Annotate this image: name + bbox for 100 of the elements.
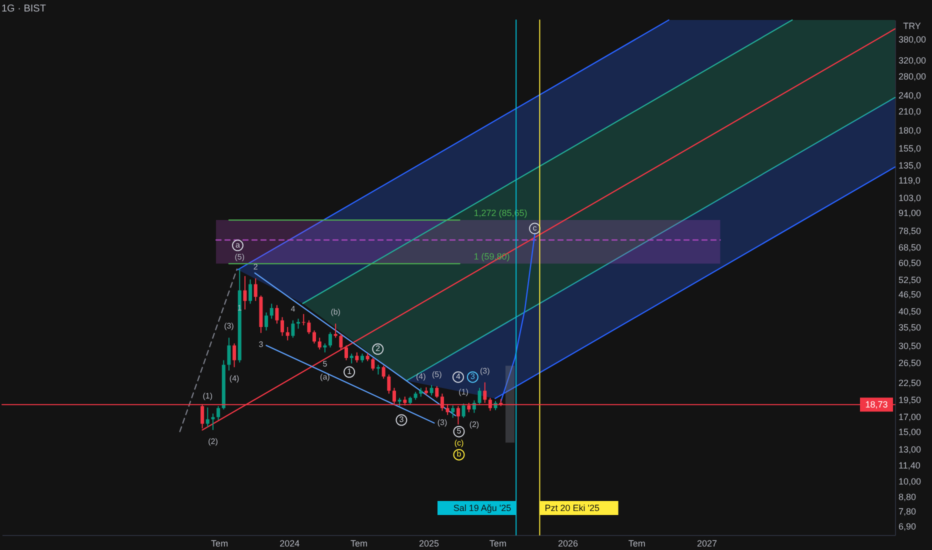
candlestick	[291, 320, 295, 338]
y-tick-label: 26,50	[898, 358, 922, 368]
candlestick	[462, 403, 466, 418]
candlestick	[243, 276, 247, 310]
annotation: (3)	[437, 418, 448, 427]
y-tick-label: 320,00	[898, 56, 926, 66]
annotation: c	[532, 224, 537, 232]
candlestick	[339, 334, 343, 350]
annotation: (a)	[320, 372, 330, 382]
candlestick	[328, 332, 332, 348]
candlestick	[206, 406, 210, 428]
y-tick-label: 155,0	[898, 144, 922, 154]
y-tick-label: 240,0	[898, 90, 922, 100]
candlestick	[232, 342, 236, 368]
annotation: 4	[290, 304, 296, 314]
y-tick-label: 8,80	[898, 492, 916, 502]
annotation: (5)	[234, 252, 245, 262]
y-tick-label: 7,80	[898, 506, 916, 516]
candlestick	[264, 312, 268, 331]
annotation: b	[456, 450, 462, 459]
candlestick	[238, 268, 242, 363]
candlestick	[270, 303, 274, 320]
candlestick	[216, 406, 220, 421]
candlestick	[355, 352, 359, 363]
y-tick-label: 68,50	[898, 242, 922, 253]
y-tick-label: 11,40	[898, 460, 920, 470]
annotation: (c)	[454, 438, 464, 448]
y-tick-label: 52,50	[898, 274, 922, 285]
annotation: 4	[456, 372, 461, 382]
y-tick-label: 19,50	[898, 395, 922, 406]
ref-line-label: Sal 19 Ağu '25	[453, 503, 512, 513]
y-tick-label: 135,0	[898, 160, 922, 170]
y-tick-label: 103,0	[898, 193, 922, 204]
candlestick	[451, 404, 455, 418]
candlestick	[280, 316, 284, 336]
annotation: (3)	[480, 366, 490, 376]
annotation: (5)	[432, 370, 442, 380]
y-tick-label: 6,90	[898, 521, 916, 532]
y-tick-label: 280,00	[898, 72, 926, 82]
annotation: (1)	[458, 388, 469, 397]
chart-title: 1G · BIST	[2, 3, 46, 14]
x-tick-label: Tem	[350, 538, 368, 548]
y-tick-label: 78,50	[898, 226, 922, 236]
y-tick-label: 40,50	[898, 306, 922, 316]
ref-line-label: Pzt 20 Eki '25	[544, 503, 600, 513]
y-tick-label: 119,0	[898, 176, 920, 186]
candlestick	[435, 386, 439, 398]
candlestick	[312, 330, 316, 344]
candlestick	[296, 318, 300, 330]
annotation: 1	[347, 367, 352, 376]
candlestick	[376, 364, 380, 376]
y-tick-label: 210,0	[898, 106, 922, 117]
y-tick-label: 10,00	[898, 476, 922, 486]
x-tick-label: 2026	[558, 538, 578, 548]
candlestick	[286, 326, 290, 341]
candlestick	[227, 337, 231, 372]
y-tick-label: 380,00	[898, 34, 926, 45]
x-tick-label: 2024	[280, 538, 300, 548]
candlestick	[387, 374, 391, 394]
x-tick-label: Tem	[489, 538, 506, 548]
annotation: (2)	[469, 420, 480, 429]
y-tick-label: 46,50	[898, 290, 922, 300]
candlestick	[334, 323, 338, 338]
annotation: (3)	[224, 322, 234, 331]
candlestick	[371, 357, 375, 372]
annotation: (4)	[229, 374, 240, 384]
annotation: a	[235, 240, 240, 250]
y-tick-label: 22,50	[898, 378, 922, 388]
annotation: 3	[399, 415, 404, 424]
y-tick-label: 60,50	[898, 258, 922, 268]
annotation: (1)	[202, 391, 213, 400]
candlestick	[350, 353, 354, 364]
ref-line-label: 18,73	[865, 400, 888, 410]
candlestick	[259, 295, 263, 334]
x-tick-label: Tem	[628, 538, 646, 548]
candlestick	[344, 344, 348, 361]
y-tick-label: 15,00	[898, 427, 922, 438]
y-tick-label: 180,0	[898, 125, 922, 136]
x-tick-label: 2027	[696, 538, 718, 548]
y-tick-label: 30,50	[898, 340, 922, 351]
candlestick	[248, 278, 252, 304]
annotation: (4)	[416, 372, 426, 381]
annotation: 2	[253, 262, 258, 272]
candlestick	[275, 304, 279, 324]
candlestick	[211, 413, 215, 430]
annotation: 5	[322, 359, 328, 368]
annotation: 3	[258, 340, 264, 349]
annotation: 1	[237, 304, 242, 313]
y-tick-label: 17,00	[898, 412, 922, 422]
annotation: 3	[470, 372, 476, 382]
x-tick-label: 2025	[418, 538, 440, 548]
candlestick	[222, 360, 226, 410]
annotation: 5	[456, 426, 462, 436]
candlestick	[307, 320, 311, 335]
candlestick	[478, 387, 482, 405]
candlestick	[318, 337, 322, 350]
y-tick-label: 91,00	[898, 208, 922, 218]
candlestick	[430, 384, 434, 396]
x-tick-label: Tem	[211, 538, 228, 548]
annotation: 2	[376, 344, 381, 354]
